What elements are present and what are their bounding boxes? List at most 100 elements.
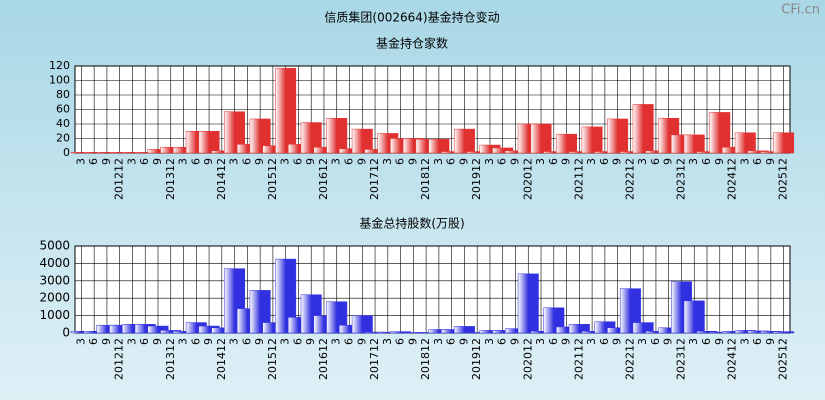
y-tick-label: 60 (56, 103, 70, 116)
x-tick-label: 201812 (419, 338, 432, 380)
x-tick-label: 201312 (164, 158, 177, 200)
x-tick-label: 6 (649, 338, 662, 345)
x-tick-label: 3 (279, 158, 292, 165)
x-tick-label: 3 (534, 338, 547, 345)
bar (581, 126, 603, 154)
x-tick-label: 201212 (113, 338, 126, 380)
bar (300, 122, 322, 154)
y-tick-label: 0 (62, 326, 70, 340)
bar (147, 325, 169, 334)
bar (453, 326, 475, 334)
x-tick-label: 201412 (215, 338, 228, 380)
x-tick-label: 9 (304, 158, 317, 165)
bar (198, 131, 220, 154)
x-tick-label: 9 (406, 158, 419, 165)
bar (619, 288, 641, 334)
x-tick-label: 201712 (368, 338, 381, 380)
bar (492, 147, 514, 154)
x-tick-label: 9 (662, 338, 675, 345)
x-tick-label: 201612 (317, 158, 330, 200)
x-tick-label: 6 (445, 158, 458, 165)
x-tick-label: 201912 (470, 158, 483, 200)
x-tick-label: 202512 (777, 338, 790, 380)
x-tick-label: 6 (189, 338, 202, 345)
x-tick-label: 201512 (266, 338, 279, 380)
x-tick-label: 9 (253, 338, 266, 345)
x-tick-label: 6 (700, 158, 713, 165)
x-tick-label: 6 (649, 158, 662, 165)
x-tick-label: 6 (751, 338, 764, 345)
bar (607, 118, 629, 154)
x-tick-label: 6 (343, 338, 356, 345)
x-tick-label: 6 (138, 338, 151, 345)
x-tick-label: 3 (177, 158, 190, 165)
x-tick-label: 9 (764, 158, 777, 165)
x-tick-label: 9 (100, 338, 113, 345)
x-tick-label: 3 (74, 158, 87, 165)
bar (773, 132, 795, 154)
x-tick-label: 6 (496, 158, 509, 165)
x-tick-label: 6 (87, 338, 100, 345)
x-tick-label: 202412 (726, 338, 739, 380)
x-tick-label: 9 (253, 158, 266, 165)
x-tick-label: 201412 (215, 158, 228, 200)
x-tick-label: 9 (151, 338, 164, 345)
x-tick-label: 6 (189, 158, 202, 165)
x-tick-label: 6 (291, 158, 304, 165)
page-title: 信质集团(002664)基金持仓变动 (324, 10, 499, 25)
x-tick-label: 6 (291, 338, 304, 345)
x-tick-label: 201912 (470, 338, 483, 380)
x-tick-label: 202212 (623, 158, 636, 200)
x-tick-label: 9 (304, 338, 317, 345)
x-tick-label: 3 (125, 158, 138, 165)
bar (734, 132, 756, 154)
x-tick-label: 9 (713, 338, 726, 345)
x-tick-label: 3 (432, 158, 445, 165)
y-tick-label: 40 (56, 117, 70, 130)
x-tick-label: 9 (713, 158, 726, 165)
x-tick-label: 3 (228, 158, 241, 165)
bar (530, 123, 552, 154)
x-tick-label: 202512 (777, 158, 790, 200)
x-tick-label: 3 (687, 158, 700, 165)
x-tick-label: 202112 (572, 158, 585, 200)
x-tick-label: 3 (585, 338, 598, 345)
x-tick-label: 3 (432, 338, 445, 345)
x-tick-label: 9 (662, 158, 675, 165)
x-tick-label: 6 (751, 158, 764, 165)
y-tick-label: 5000 (39, 239, 70, 253)
x-tick-label: 202312 (674, 338, 687, 380)
y-tick-label: 1000 (39, 308, 70, 322)
x-tick-label: 9 (764, 338, 777, 345)
bar (683, 134, 705, 154)
bar (249, 118, 271, 154)
x-tick-label: 9 (100, 158, 113, 165)
x-tick-label: 9 (355, 338, 368, 345)
x-tick-label: 9 (355, 158, 368, 165)
x-tick-label: 201212 (113, 158, 126, 200)
x-tick-label: 3 (687, 338, 700, 345)
y-tick-label: 3000 (39, 273, 70, 287)
x-tick-label: 3 (636, 338, 649, 345)
bar (351, 315, 373, 334)
x-tick-label: 6 (240, 158, 253, 165)
x-tick-label: 201712 (368, 158, 381, 200)
x-tick-label: 9 (406, 338, 419, 345)
x-tick-label: 9 (508, 338, 521, 345)
x-tick-label: 202112 (572, 338, 585, 380)
bar (275, 258, 297, 334)
x-tick-label: 3 (74, 338, 87, 345)
x-tick-label: 201812 (419, 158, 432, 200)
bar (683, 300, 705, 334)
x-tick-label: 6 (598, 338, 611, 345)
x-tick-label: 6 (496, 338, 509, 345)
x-tick-label: 9 (202, 158, 215, 165)
x-tick-label: 6 (394, 338, 407, 345)
bar (773, 331, 795, 334)
x-tick-label: 9 (611, 338, 624, 345)
y-tick-label: 20 (56, 132, 70, 145)
x-tick-label: 9 (202, 338, 215, 345)
x-tick-label: 6 (394, 158, 407, 165)
bar (632, 322, 654, 334)
x-tick-label: 6 (547, 338, 560, 345)
